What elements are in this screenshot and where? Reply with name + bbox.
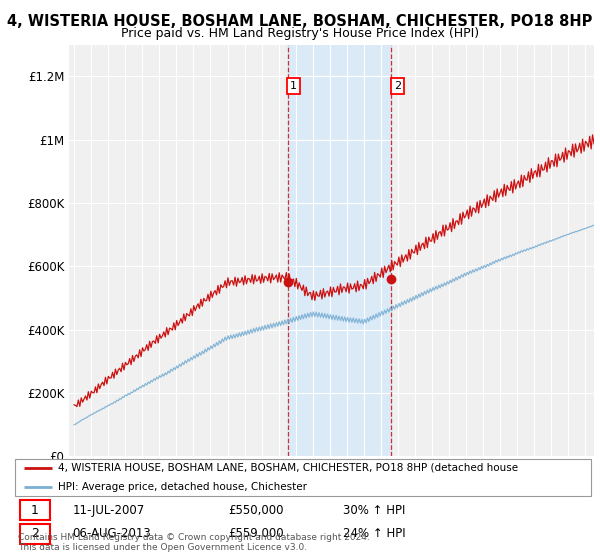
Text: £550,000: £550,000	[228, 503, 284, 516]
FancyBboxPatch shape	[20, 500, 50, 520]
Text: HPI: Average price, detached house, Chichester: HPI: Average price, detached house, Chic…	[58, 482, 307, 492]
FancyBboxPatch shape	[20, 524, 50, 544]
Text: 1: 1	[31, 503, 38, 516]
Text: 4, WISTERIA HOUSE, BOSHAM LANE, BOSHAM, CHICHESTER, PO18 8HP (detached house: 4, WISTERIA HOUSE, BOSHAM LANE, BOSHAM, …	[58, 463, 518, 473]
FancyBboxPatch shape	[15, 459, 591, 496]
Text: 24% ↑ HPI: 24% ↑ HPI	[343, 527, 406, 540]
Bar	[287, 45, 391, 456]
Text: 2: 2	[31, 527, 38, 540]
Text: 30% ↑ HPI: 30% ↑ HPI	[343, 503, 406, 516]
Text: Contains HM Land Registry data © Crown copyright and database right 2024.
This d: Contains HM Land Registry data © Crown c…	[18, 533, 370, 552]
Text: 2: 2	[394, 81, 401, 91]
Text: 1: 1	[290, 81, 297, 91]
Text: £559,000: £559,000	[228, 527, 284, 540]
Text: Price paid vs. HM Land Registry's House Price Index (HPI): Price paid vs. HM Land Registry's House …	[121, 27, 479, 40]
Text: 11-JUL-2007: 11-JUL-2007	[73, 503, 145, 516]
Text: 06-AUG-2013: 06-AUG-2013	[73, 527, 151, 540]
Text: 4, WISTERIA HOUSE, BOSHAM LANE, BOSHAM, CHICHESTER, PO18 8HP: 4, WISTERIA HOUSE, BOSHAM LANE, BOSHAM, …	[7, 14, 593, 29]
